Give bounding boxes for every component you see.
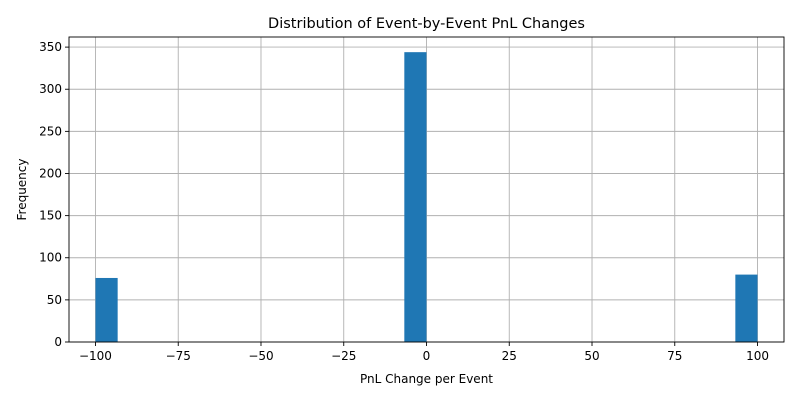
histogram-bars <box>95 52 758 343</box>
y-tick-label: 50 <box>47 293 62 307</box>
x-tick-label: 0 <box>423 349 431 363</box>
y-tick-label: 250 <box>39 124 62 138</box>
y-tick-label: 300 <box>39 82 62 96</box>
y-tick-label: 350 <box>39 40 62 54</box>
x-axis-ticks: −100 −75 −50 −25 0 25 50 75 100 <box>79 342 769 363</box>
histogram-bar <box>95 277 118 342</box>
x-tick-label: 75 <box>667 349 682 363</box>
x-tick-label: 50 <box>584 349 599 363</box>
x-tick-label: 100 <box>746 349 769 363</box>
x-tick-label: −25 <box>331 349 356 363</box>
x-tick-label: −75 <box>166 349 191 363</box>
x-axis-label: PnL Change per Event <box>360 372 493 386</box>
y-tick-label: 150 <box>39 209 62 223</box>
y-tick-label: 0 <box>54 335 62 349</box>
y-tick-label: 100 <box>39 251 62 265</box>
x-tick-label: −100 <box>79 349 112 363</box>
y-axis-label: Frequency <box>15 159 29 221</box>
y-axis-ticks: 0 50 100 150 200 250 300 350 <box>39 40 69 349</box>
x-tick-label: 25 <box>502 349 517 363</box>
histogram-bar <box>404 52 427 343</box>
y-tick-label: 200 <box>39 166 62 180</box>
x-tick-label: −50 <box>248 349 273 363</box>
histogram-bar <box>735 274 758 342</box>
chart-title: Distribution of Event-by-Event PnL Chang… <box>268 16 585 32</box>
